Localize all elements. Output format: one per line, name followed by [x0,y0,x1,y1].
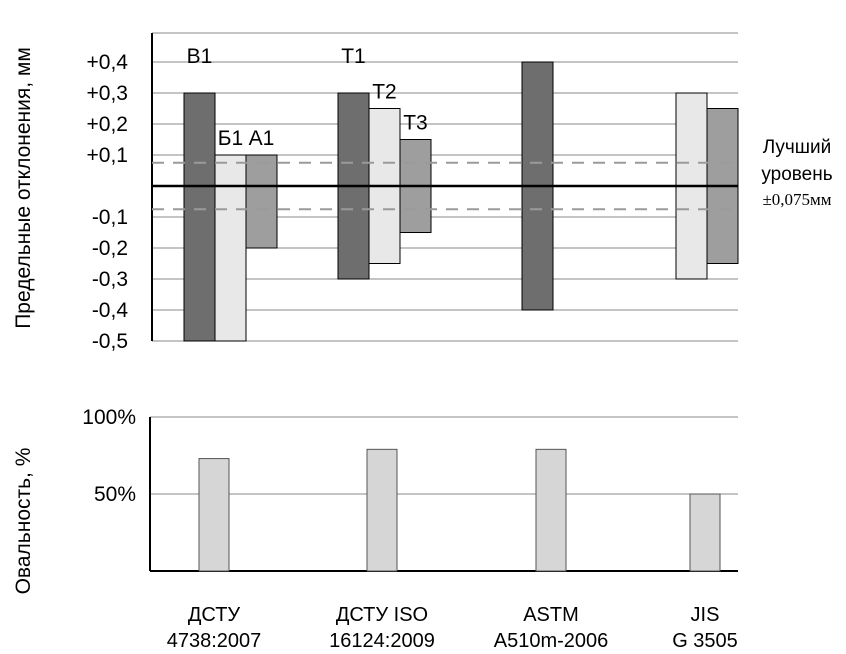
ovality-bars [198,448,721,572]
tolerance-bar-label: В1 [187,45,213,68]
ovality-bar [535,448,567,572]
ovality-tick-label: 100% [82,406,136,429]
tolerance-tick-label: +0,4 [87,51,129,74]
ovality-bar [366,448,398,572]
category-label-line2: G 3505 [672,630,738,652]
category-label-line1: ДСТУ [188,604,241,626]
tolerance-y-axis-label: Предельные отклонения, мм [12,47,35,329]
tolerance-bar [183,92,216,342]
tolerance-bar-label: Т1 [341,45,366,68]
tolerance-tick-label: -0,5 [92,330,128,353]
category-label-line1: ДСТУ ISO [336,604,428,626]
tolerance-tick-label: +0,3 [87,82,128,105]
best-level-line3: ±0,075мм [762,190,831,209]
tolerance-tick-labels: +0,4 +0,3 +0,2 +0,1 -0,1 -0,2 -0,3 -0,4 -0,5 [87,51,129,353]
tolerance-tick-label: +0,1 [87,144,128,167]
ovality-bar [198,458,230,572]
category-label-line1: JIS [691,604,720,626]
tolerance-bar-labels: В1 Б1 А1 Т1 Т2 Т3 [187,45,428,150]
ovality-bar [689,493,721,572]
tolerance-bar [245,154,278,249]
tolerance-tick-label: +0,2 [87,113,128,136]
tolerance-tick-label: -0,2 [92,237,128,260]
tolerance-bar-label: Б1 [218,127,243,150]
tolerance-bar-label: А1 [249,127,275,150]
category-label-line2: A510m-2006 [494,630,609,652]
best-level-line2: уровень [761,164,832,185]
tolerance-tick-label: -0,4 [92,299,129,322]
tolerance-chart: +0,4 +0,3 +0,2 +0,1 -0,1 -0,2 -0,3 -0,4 -0,5 В1 Б… [12,32,833,353]
tolerance-bars [183,61,739,342]
category-label-line2: 16124:2009 [329,630,435,652]
category-labels: ДСТУ 4738:2007 ДСТУ ISO 16124:2009 ASTM A510m… [167,604,738,652]
category-label-line1: ASTM [523,604,579,626]
tolerance-tick-label: -0,3 [92,268,128,291]
ovality-grid [149,416,738,572]
category-label-line2: 4738:2007 [167,630,262,652]
tolerance-bar [214,154,247,342]
best-level-line1: Лучший [763,137,832,158]
ovality-tick-label: 50% [94,483,136,506]
ovality-tick-labels: 100% 50% [82,406,136,506]
tolerance-bar-label: Т2 [372,81,397,104]
best-level-note: Лучший уровень ±0,075мм [761,137,832,209]
tolerance-reference-lines [152,161,738,211]
tolerance-tick-label: -0,1 [92,206,128,229]
ovality-y-axis-label: Овальность, % [12,448,35,595]
tolerance-bar-label: Т3 [403,112,428,135]
ovality-chart: 100% 50% Овальность, % [12,406,738,594]
